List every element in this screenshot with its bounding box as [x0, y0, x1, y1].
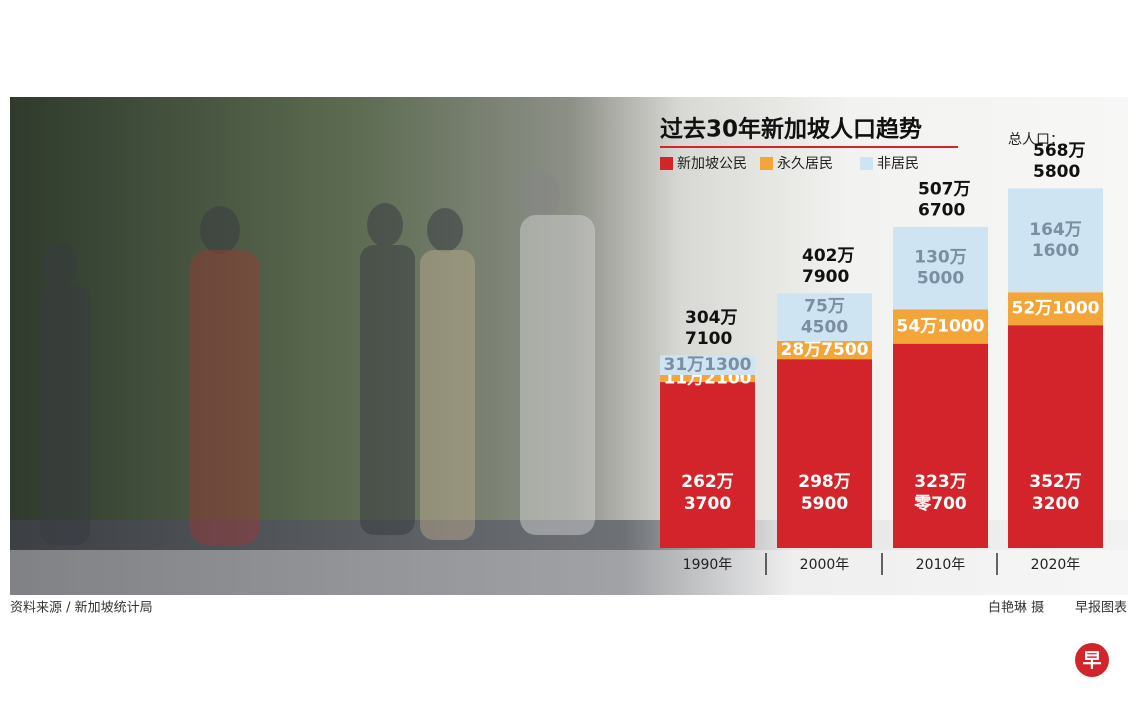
bar-segment: [893, 309, 988, 344]
bar-segment: [777, 359, 872, 548]
total-label: 507万 6700: [918, 179, 971, 220]
legend-label: 永久居民: [777, 156, 833, 172]
graphic-credit: 早报图表: [1075, 601, 1127, 616]
bar-value-label: 54万1000: [897, 317, 985, 337]
bar-segment: [1008, 325, 1103, 548]
total-label: 568万 5800: [1033, 141, 1086, 182]
bar-value-label: 262万 3700: [681, 472, 734, 514]
totals-title: 总人口：: [1008, 132, 1064, 148]
legend-label: 新加坡公民: [677, 156, 747, 172]
legend-swatch: [660, 157, 673, 170]
bar-value-label: 75万 4500: [801, 297, 848, 338]
x-tick-label: 2020年: [1031, 557, 1081, 573]
bar-segment: [893, 226, 988, 310]
legend-swatch: [760, 157, 773, 170]
bar-value-label: 298万 5900: [798, 472, 851, 514]
bar-segment: [1008, 188, 1103, 293]
source: 资料来源 / 新加坡统计局: [10, 600, 153, 616]
bar-segment: [777, 340, 872, 360]
total-label: 402万 7900: [802, 246, 855, 287]
bar-segment: [660, 374, 755, 383]
bar-value-label: 52万1000: [1012, 299, 1100, 319]
bar-value-label: 323万零700: [913, 472, 967, 514]
x-tick-label: 2000年: [800, 557, 850, 573]
pedestrian-silhouettes: [40, 171, 595, 545]
axis-band: [10, 550, 1128, 595]
bar-segment: [660, 355, 755, 375]
total-label: 304万 7100: [685, 308, 738, 349]
logo: 早: [1082, 650, 1101, 672]
bar-value-label: 31万1300: [664, 355, 752, 375]
bar-segment: [777, 293, 872, 341]
bar-value-label: 164万 1600: [1029, 220, 1082, 261]
x-tick-label: 2010年: [916, 557, 966, 573]
legend-swatch: [860, 157, 873, 170]
bar-segment: [893, 343, 988, 548]
bar-value-label: 130万 5000: [914, 248, 967, 289]
chart-title: 过去30年新加坡人口趋势: [660, 116, 922, 143]
bar-value-label: 352万 3200: [1029, 472, 1082, 514]
photo-credit: 白艳琳 摄: [988, 600, 1044, 616]
x-tick-label: 1990年: [683, 557, 733, 573]
bar-segment: [660, 382, 755, 548]
legend-label: 非居民: [877, 156, 919, 172]
bar-value-label: 28万7500: [781, 340, 869, 360]
logo-circle: [1075, 643, 1109, 677]
bar-segment: [1008, 292, 1103, 326]
